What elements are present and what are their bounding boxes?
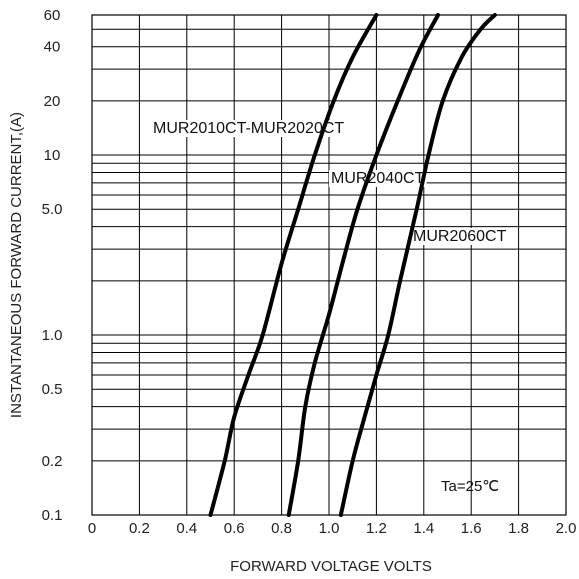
y-tick-label: 60 <box>44 7 61 24</box>
series-line-3 <box>338 13 497 517</box>
x-tick-label: 0.4 <box>176 520 197 537</box>
series-line-1 <box>208 13 379 517</box>
series-label-background <box>411 228 509 245</box>
x-tick-labels: 0 0.2 0.4 0.6 0.8 1.0 1.2 1.4 1.6 1.8 2.0 <box>88 520 577 537</box>
series-label-background <box>151 120 347 137</box>
series-label-backgrounds <box>151 120 509 245</box>
y-tick-label: 0.1 <box>42 507 63 524</box>
series-line-2 <box>286 13 441 517</box>
series-label-mur2060ct: MUR2060CT <box>413 228 507 245</box>
y-tick-label: 5.0 <box>42 201 63 218</box>
series-label-mur2010ct-mur2020ct: MUR2010CT-MUR2020CT <box>153 120 344 137</box>
x-tick-label: 1.6 <box>461 520 482 537</box>
y-tick-label: 1.0 <box>42 327 63 344</box>
y-tick-label: 20 <box>44 93 61 110</box>
y-tick-label: 0.2 <box>42 453 63 470</box>
y-tick-labels: 0.1 0.2 0.5 1.0 5.0 10 20 40 60 <box>42 7 63 524</box>
x-tick-label: 0.8 <box>271 520 292 537</box>
x-tick-label: 1.8 <box>508 520 529 537</box>
x-tick-label: 0.2 <box>129 520 150 537</box>
x-tick-label: 0 <box>88 520 96 537</box>
series-label-mur2040ct: MUR2040CT <box>331 170 425 187</box>
series-curves <box>208 13 497 517</box>
y-axis-title: INSTANTANEOUS FORWARD CURRENT,(A) <box>8 112 25 418</box>
x-tick-label: 1.4 <box>413 520 434 537</box>
x-tick-label: 2.0 <box>556 520 577 537</box>
y-tick-label: 0.5 <box>42 381 63 398</box>
x-tick-label: 0.6 <box>224 520 245 537</box>
y-tick-label: 10 <box>44 147 61 164</box>
x-axis-title: FORWARD VOLTAGE VOLTS <box>230 558 432 575</box>
grid-lines <box>91 14 567 516</box>
y-tick-label: 40 <box>44 39 61 56</box>
plot-frame <box>91 14 567 516</box>
series-label-background <box>329 170 427 187</box>
temperature-annotation: Ta=25℃ <box>441 478 499 495</box>
x-tick-label: 1.0 <box>319 520 340 537</box>
x-tick-label: 1.2 <box>366 520 387 537</box>
